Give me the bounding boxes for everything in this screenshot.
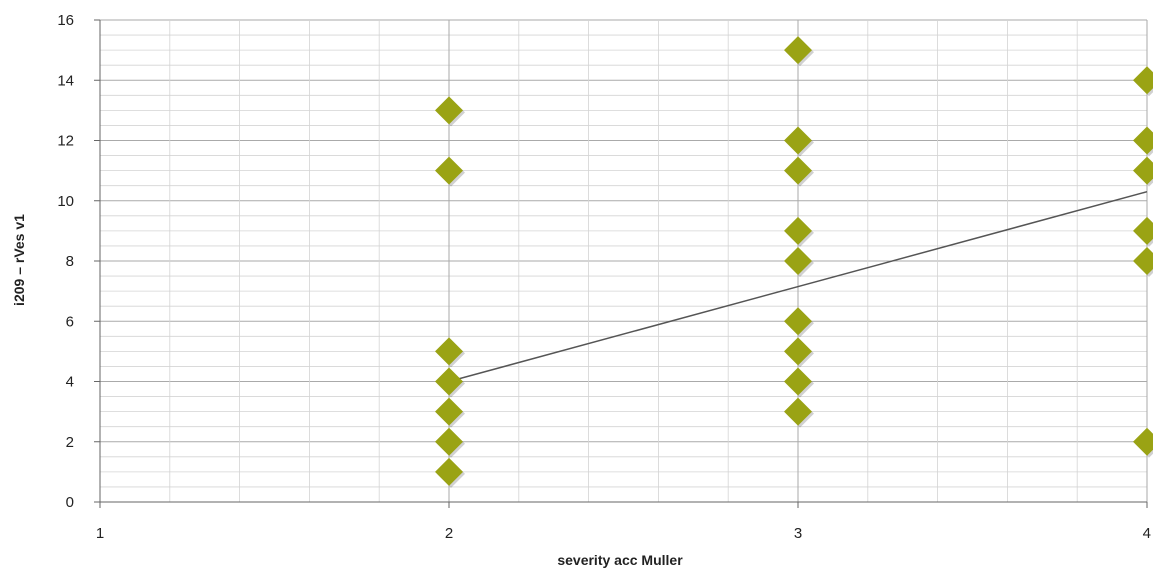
data-point [784,307,812,336]
trendline [448,190,1148,383]
data-point [784,156,812,185]
data-point [784,247,812,275]
y-tick-label: 0 [66,494,74,511]
data-point [435,427,463,456]
data-point [784,337,812,366]
data-point [435,397,463,426]
data-point [784,36,812,65]
data-point [435,96,463,125]
data-point [784,397,812,426]
trendline-layer [448,190,1148,383]
x-tick-label: 1 [96,525,104,542]
y-tick-label: 10 [57,193,74,210]
data-point [1133,156,1153,185]
y-tick-label: 12 [57,133,74,150]
data-point [784,367,812,396]
data-point [1133,66,1153,95]
axes [94,19,1148,508]
data-point [435,337,463,366]
x-tick-label: 4 [1143,525,1151,542]
y-tick-label: 6 [66,313,74,330]
data-point [435,457,463,486]
y-tick-label: 4 [66,374,74,391]
data-points [435,36,1153,488]
data-point [784,216,812,245]
data-point [1133,126,1153,155]
data-point [784,126,812,155]
y-tick-label: 16 [57,12,74,29]
data-point [1133,427,1153,456]
x-axis-title: severity acc Muller [557,552,683,568]
y-axis-title: i209 – rVes v1 [11,214,27,306]
data-point [1133,216,1153,245]
x-tick-label: 3 [794,525,802,542]
data-point [435,156,463,185]
y-tick-label: 14 [57,72,74,89]
data-point [1133,247,1153,275]
data-point [435,367,463,396]
grid [99,19,1148,503]
y-tick-label: 2 [66,434,74,451]
x-tick-label: 2 [445,525,453,542]
y-tick-label: 8 [66,253,74,270]
